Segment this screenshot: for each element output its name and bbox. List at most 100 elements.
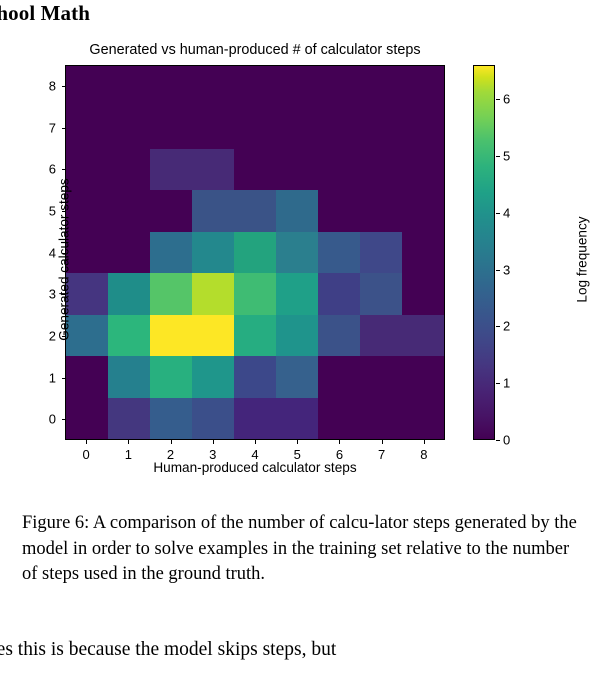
x-tick-mark	[212, 440, 214, 444]
heatmap-cell	[66, 273, 108, 315]
heatmap-cell	[108, 397, 150, 439]
heatmap-cell	[360, 66, 402, 108]
x-tick-label: 5	[293, 447, 301, 462]
heatmap-cell	[360, 314, 402, 357]
y-tick-label: 4	[48, 245, 56, 260]
heatmap-cell	[66, 397, 108, 439]
y-axis-ticks: 0 1 2 3 4 5 6 7 8	[0, 34, 65, 489]
y-tick-mark	[61, 127, 65, 129]
heatmap-cell	[108, 273, 150, 315]
y-tick-label: 6	[48, 161, 56, 177]
heatmap-cell	[234, 107, 276, 149]
page-heading: ade School Math	[0, 1, 91, 25]
y-tick-label: 5	[48, 203, 56, 219]
heatmap-cell	[192, 273, 234, 315]
colorbar-tick-mark	[496, 155, 500, 157]
heatmap-cell	[276, 107, 318, 149]
heatmap-cell	[192, 190, 234, 232]
heatmap-cell	[108, 66, 150, 108]
x-tick-label: 7	[378, 447, 386, 462]
y-tick-mark	[61, 169, 65, 171]
heatmap-cell	[192, 107, 234, 149]
colorbar-tick-mark	[496, 440, 500, 441]
heatmap-cell	[66, 190, 108, 232]
heatmap-cell	[402, 148, 444, 191]
heatmap-cell	[192, 397, 234, 439]
heatmap-cell	[66, 314, 108, 357]
heatmap-cell	[276, 397, 318, 439]
heatmap-cell	[318, 314, 360, 357]
y-tick-mark	[61, 294, 65, 296]
heatmap-cell	[318, 107, 360, 149]
heatmap-cell	[360, 397, 402, 439]
colorbar-tick-mark	[496, 269, 500, 271]
heatmap-cell	[66, 356, 108, 398]
x-tick-mark	[128, 440, 130, 444]
colorbar-tick-label: 4	[503, 205, 511, 221]
colorbar-tick-label: 1	[503, 375, 511, 391]
colorbar	[473, 65, 495, 440]
heatmap-cell	[66, 148, 108, 191]
heatmap-cell	[150, 356, 192, 398]
heatmap-cell	[276, 66, 318, 108]
y-tick-label: 0	[48, 411, 56, 427]
y-tick-label: 2	[48, 328, 56, 344]
heatmap-cell	[276, 190, 318, 232]
heatmap-cell	[276, 356, 318, 398]
heatmap-cell	[276, 231, 318, 274]
figure-6: Generated vs human-produced # of calcula…	[0, 34, 607, 489]
y-tick-mark	[61, 252, 65, 254]
heatmap-cell	[192, 66, 234, 108]
x-axis-label: Human-produced calculator steps	[153, 460, 357, 475]
heatmap-cell	[402, 273, 444, 315]
heatmap-cell	[108, 107, 150, 149]
colorbar-tick-label: 0	[503, 432, 511, 448]
colorbar-label: Log frequency	[574, 216, 590, 303]
y-tick-label: 1	[48, 370, 56, 385]
heatmap-cell	[66, 231, 108, 274]
colorbar-tick-label: 5	[503, 148, 511, 164]
heatmap-cell	[318, 356, 360, 398]
heatmap-cell	[402, 190, 444, 232]
heatmap-cell	[276, 273, 318, 315]
x-tick-label: 3	[209, 447, 217, 462]
x-tick-label: 0	[82, 447, 90, 462]
x-tick-label: 1	[124, 447, 132, 462]
heatmap-cell	[276, 314, 318, 357]
heatmap-cell	[192, 356, 234, 398]
heatmap-cell	[192, 148, 234, 191]
heatmap-cell	[150, 273, 192, 315]
colorbar-tick-mark	[496, 212, 500, 214]
heatmap-cell	[108, 356, 150, 398]
heatmap-cell	[234, 66, 276, 108]
heatmap-cell	[66, 107, 108, 149]
heatmap-cell	[318, 397, 360, 439]
heatmap-cell	[192, 314, 234, 357]
x-tick-label: 4	[251, 447, 259, 462]
figure-caption: Figure 6: A comparison of the number of …	[22, 513, 577, 585]
y-axis-label: Generated calculator steps	[56, 178, 72, 341]
heatmap-cell	[108, 190, 150, 232]
heatmap-cell	[234, 273, 276, 315]
x-axis-ticks: 0 1 2 3 4 5 6 7 8	[0, 440, 607, 480]
x-tick-mark	[86, 440, 88, 444]
heatmap-cell	[234, 397, 276, 439]
heatmap-cell	[150, 314, 192, 357]
heatmap-cell	[402, 66, 444, 108]
heatmap-cell	[402, 356, 444, 398]
heatmap-cell	[318, 231, 360, 274]
heatmap-cell	[150, 397, 192, 439]
heatmap-cell	[318, 66, 360, 108]
heatmap-cell	[360, 107, 402, 149]
x-tick-mark	[381, 440, 383, 444]
heatmap-cell	[360, 148, 402, 191]
heatmap-cell	[360, 356, 402, 398]
heatmap-cell	[402, 397, 444, 439]
colorbar-tick-mark	[496, 326, 500, 328]
heatmap-cell	[234, 190, 276, 232]
heatmap-cell	[360, 273, 402, 315]
heatmap-cell	[318, 148, 360, 191]
heatmap-cell	[360, 231, 402, 274]
heatmap-cell	[360, 190, 402, 232]
x-tick-mark	[255, 440, 256, 444]
